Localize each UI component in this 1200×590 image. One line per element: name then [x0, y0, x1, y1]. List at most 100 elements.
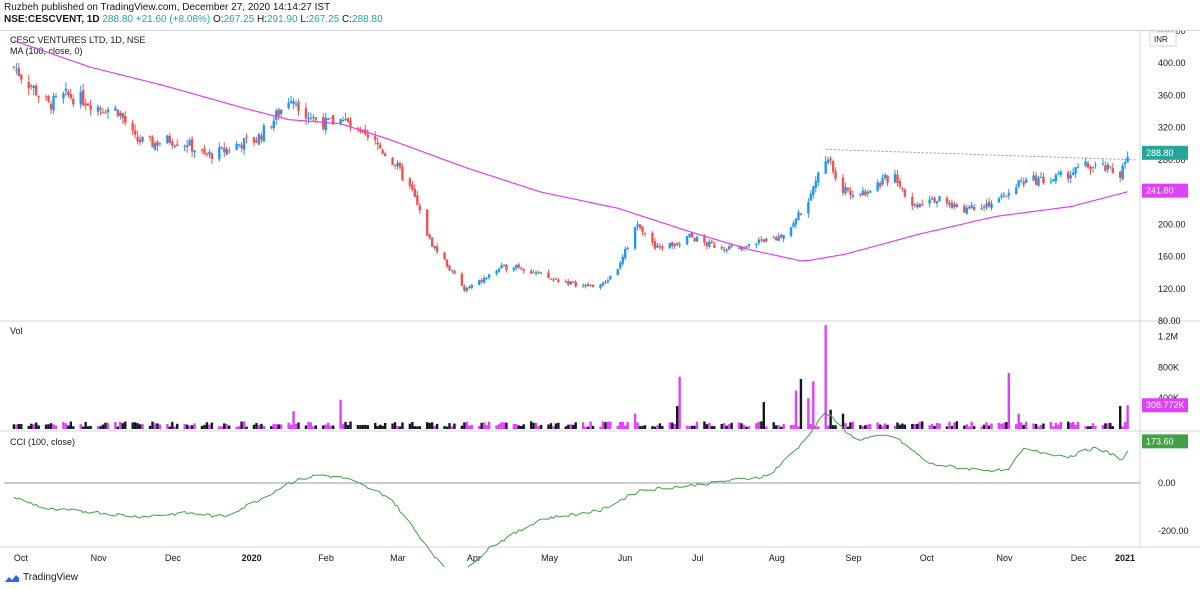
volume-bar: [727, 424, 731, 429]
volume-bar: [658, 423, 662, 429]
candle-body: [792, 223, 795, 228]
high-label: H:: [256, 14, 267, 25]
candle-body: [138, 139, 142, 143]
candle-body: [1074, 167, 1077, 174]
candle-body: [190, 139, 194, 152]
cci-title: CCI (100, close): [10, 437, 75, 447]
candle-body: [685, 236, 689, 245]
volume-bar: [64, 423, 68, 429]
candle-body: [44, 96, 48, 98]
candle-body: [1054, 174, 1058, 182]
volume-bar: [520, 425, 523, 429]
resistance-trendline: [825, 148, 1138, 161]
volume-bar: [235, 426, 238, 429]
volume-bar: [416, 426, 419, 429]
volume-bar: [67, 425, 70, 429]
candle-body: [416, 195, 419, 205]
candle-body: [824, 161, 827, 174]
candle-body: [1057, 173, 1060, 175]
volume-bar: [737, 422, 741, 429]
candle-body: [171, 141, 174, 146]
ma-value-tag: 241.80: [1146, 186, 1174, 196]
candle-body: [366, 134, 370, 138]
volume-bar: [393, 422, 397, 429]
candle-body: [79, 91, 82, 105]
candle-body: [609, 275, 612, 280]
candle-body: [121, 113, 124, 119]
chart-area[interactable]: CESC VENTURES LTD, 1D, NSE MA (100, close…: [0, 26, 1200, 584]
cci-tick-label: 0.00: [1158, 478, 1176, 488]
volume-bar: [1042, 423, 1045, 429]
volume-bar: [114, 421, 117, 429]
volume-bar: [84, 422, 87, 429]
tradingview-logo[interactable]: TradingView: [4, 572, 78, 583]
volume-bar: [141, 424, 144, 429]
candle-body: [1076, 167, 1080, 169]
candle-body: [814, 181, 817, 188]
volume-bar: [341, 423, 345, 429]
volume-bar: [398, 426, 402, 429]
volume-bar: [782, 423, 785, 429]
candle-body: [500, 265, 503, 269]
candle-body: [1000, 195, 1003, 198]
candle-body: [1017, 180, 1020, 187]
volume-bar: [609, 421, 612, 429]
volume-bar: [678, 376, 681, 429]
volume-bar: [1022, 424, 1025, 429]
candle-body: [903, 189, 907, 197]
candle-body: [220, 147, 223, 149]
candle-body: [86, 103, 90, 106]
volume-bar: [252, 424, 256, 429]
candle-body: [727, 246, 731, 250]
candle-body: [844, 187, 847, 194]
candle-body: [67, 91, 70, 96]
candle-body: [883, 174, 887, 179]
candle-body: [203, 148, 206, 154]
volume-bar: [765, 426, 768, 429]
volume-bar: [81, 426, 85, 429]
symbol-label[interactable]: NSE:CESCVENT, 1D: [4, 14, 100, 25]
volume-bar: [364, 424, 367, 429]
volume-bar: [809, 424, 813, 429]
candle-body: [208, 151, 211, 155]
volume-bar: [322, 425, 325, 429]
volume-bar: [1086, 426, 1090, 429]
candle-body: [651, 233, 654, 243]
candle-body: [673, 244, 676, 246]
volume-bar: [468, 425, 471, 429]
candle-body: [675, 242, 679, 245]
candle-body: [257, 134, 261, 145]
candle-body: [47, 96, 50, 102]
candle-body: [641, 226, 644, 232]
volume-bar: [173, 426, 176, 429]
volume-bar: [270, 426, 273, 429]
volume-bar: [807, 398, 810, 429]
candle-body: [703, 236, 706, 243]
volume-bar: [1020, 422, 1023, 429]
volume-bar: [896, 422, 899, 429]
candle-body: [997, 198, 1001, 203]
volume-bar: [237, 426, 241, 429]
volume-bar: [933, 425, 936, 429]
candle-body: [933, 197, 936, 203]
candle-body: [765, 238, 768, 242]
volume-bar: [668, 422, 671, 429]
candle-body: [772, 237, 775, 239]
ma-line: [13, 40, 1128, 262]
date-tick-label: Feb: [318, 553, 334, 563]
volume-bar: [916, 423, 919, 429]
date-tick-label: Nov: [91, 553, 108, 563]
volume-bar: [171, 421, 174, 429]
volume-bar: [886, 424, 889, 429]
volume-bar: [1074, 424, 1077, 429]
volume-bar: [772, 422, 775, 429]
volume-bar: [96, 426, 100, 429]
candle-body: [755, 243, 758, 246]
candle-body: [829, 158, 832, 161]
volume-bar: [673, 423, 676, 429]
candle-body: [861, 190, 865, 195]
volume-bar: [720, 423, 723, 429]
candle-body: [658, 246, 662, 248]
candle-body: [859, 193, 862, 195]
